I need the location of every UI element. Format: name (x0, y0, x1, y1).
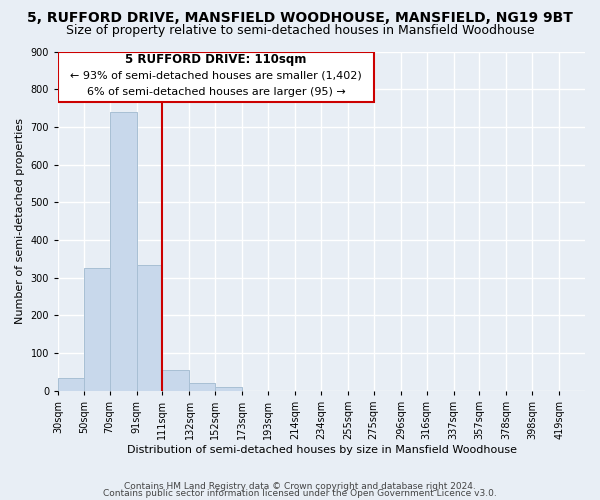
Bar (137, 264, 163, 391)
Text: 5 RUFFORD DRIVE: 110sqm: 5 RUFFORD DRIVE: 110sqm (125, 54, 307, 66)
Bar (110, 112, 137, 391)
Bar (58, 378, 84, 391)
Text: Contains public sector information licensed under the Open Government Licence v3: Contains public sector information licen… (103, 490, 497, 498)
Text: Contains HM Land Registry data © Crown copyright and database right 2024.: Contains HM Land Registry data © Crown c… (124, 482, 476, 491)
Bar (84, 268, 110, 391)
Bar (215, 387, 242, 391)
FancyBboxPatch shape (58, 52, 374, 102)
Text: Size of property relative to semi-detached houses in Mansfield Woodhouse: Size of property relative to semi-detach… (65, 24, 535, 37)
Y-axis label: Number of semi-detached properties: Number of semi-detached properties (15, 118, 25, 324)
Text: ← 93% of semi-detached houses are smaller (1,402): ← 93% of semi-detached houses are smalle… (70, 70, 362, 81)
X-axis label: Distribution of semi-detached houses by size in Mansfield Woodhouse: Distribution of semi-detached houses by … (127, 445, 517, 455)
Text: 6% of semi-detached houses are larger (95) →: 6% of semi-detached houses are larger (9… (86, 88, 345, 98)
Bar (190, 382, 215, 391)
Bar (163, 370, 190, 391)
Text: 5, RUFFORD DRIVE, MANSFIELD WOODHOUSE, MANSFIELD, NG19 9BT: 5, RUFFORD DRIVE, MANSFIELD WOODHOUSE, M… (27, 11, 573, 25)
